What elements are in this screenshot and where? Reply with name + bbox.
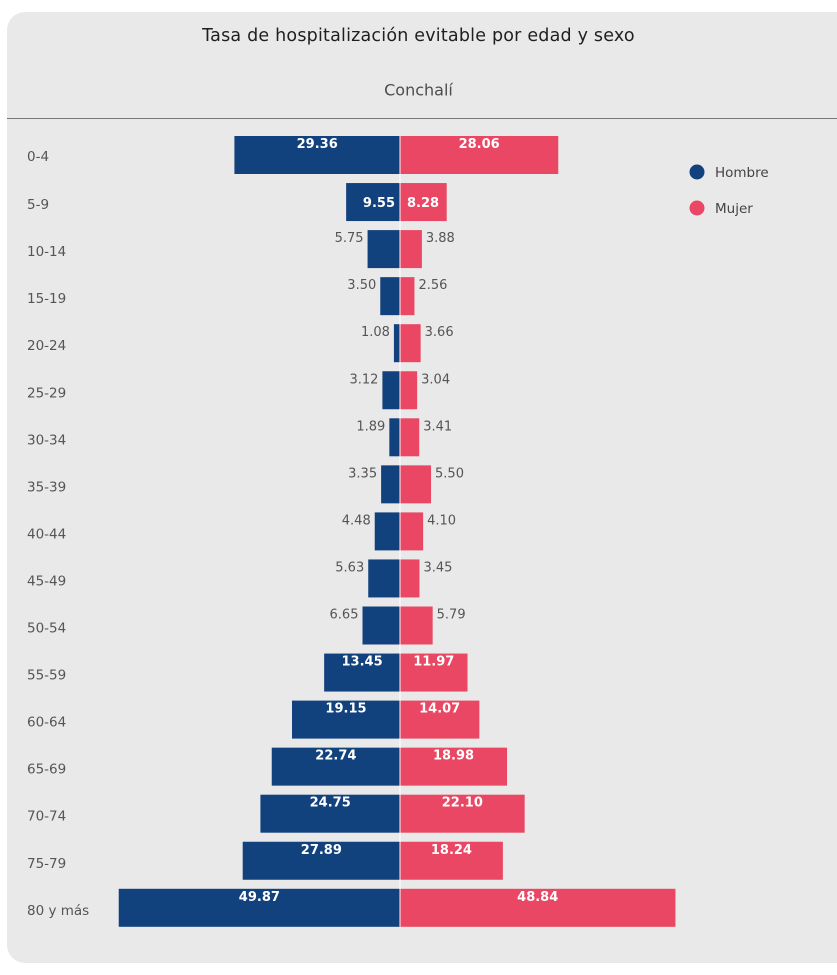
value-label-hombre-30-34: 1.89: [356, 419, 385, 434]
category-label-40-44: 40-44: [27, 526, 66, 542]
value-label-mujer-60-64: 14.07: [419, 702, 460, 717]
bar-hombre-60-64: [291, 700, 400, 739]
category-label-0-4: 0-4: [27, 149, 49, 165]
bar-mujer-30-34: [400, 418, 420, 457]
value-label-hombre-45-49: 5.63: [335, 560, 364, 575]
bar-mujer-40-44: [400, 512, 424, 551]
value-label-hombre-80-y-m-s: 49.87: [239, 890, 280, 905]
value-label-hombre-50-54: 6.65: [330, 608, 359, 623]
value-label-hombre-20-24: 1.08: [361, 325, 390, 340]
labels-layer: 0-4 29.36 28.06 5-9 9.55 8.28 10-14 5.75 3.88 15-…: [27, 137, 558, 919]
bar-hombre-75-79: [242, 841, 400, 880]
category-label-25-29: 25-29: [27, 385, 66, 401]
value-label-mujer-50-54: 5.79: [437, 608, 466, 623]
value-label-mujer-30-34: 3.41: [423, 419, 452, 434]
value-label-mujer-25-29: 3.04: [421, 372, 450, 387]
value-label-mujer-35-39: 5.50: [435, 466, 464, 481]
header-divider: [7, 118, 837, 119]
value-label-mujer-75-79: 18.24: [431, 843, 472, 858]
value-label-hombre-75-79: 27.89: [301, 843, 342, 858]
chart-title: Tasa de hospitalización evitable por eda…: [202, 26, 635, 46]
category-label-60-64: 60-64: [27, 715, 66, 731]
bar-hombre-10-14: [367, 230, 400, 269]
legend-swatch-mujer: [689, 200, 705, 216]
bar-mujer-5-9: [400, 183, 447, 222]
value-label-mujer-70-74: 22.10: [442, 796, 483, 811]
bar-hombre-80-y-m-s: [118, 888, 400, 927]
bar-hombre-35-39: [381, 465, 400, 504]
bar-mujer-10-14: [400, 230, 422, 269]
bar-hombre-55-59: [324, 653, 400, 692]
value-label-mujer-0-4: 28.06: [459, 137, 500, 152]
value-label-mujer-65-69: 18.98: [433, 749, 474, 764]
category-label-70-74: 70-74: [27, 809, 66, 825]
category-label-10-14: 10-14: [27, 244, 66, 260]
value-label-mujer-55-59: 11.97: [413, 655, 454, 670]
bar-mujer-65-69: [400, 747, 508, 786]
category-label-65-69: 65-69: [27, 762, 66, 778]
bar-hombre-65-69: [271, 747, 400, 786]
bar-mujer-25-29: [400, 371, 418, 410]
category-label-30-34: 30-34: [27, 432, 66, 448]
bar-mujer-55-59: [400, 653, 468, 692]
value-label-mujer-5-9: 8.28: [407, 196, 439, 211]
bar-mujer-50-54: [400, 606, 433, 645]
value-label-hombre-35-39: 3.35: [348, 466, 377, 481]
category-label-80-y-m-s: 80 y más: [27, 903, 89, 919]
value-label-hombre-60-64: 19.15: [325, 702, 366, 717]
value-label-hombre-65-69: 22.74: [315, 749, 356, 764]
legend-label-hombre: Hombre: [715, 165, 769, 181]
bar-hombre-5-9: [346, 183, 400, 222]
bar-hombre-40-44: [374, 512, 400, 551]
value-label-mujer-45-49: 3.45: [423, 560, 452, 575]
bar-hombre-30-34: [389, 418, 400, 457]
value-label-mujer-20-24: 3.66: [425, 325, 454, 340]
bar-hombre-15-19: [380, 277, 400, 316]
bar-mujer-15-19: [400, 277, 415, 316]
bar-mujer-70-74: [400, 794, 525, 833]
category-label-55-59: 55-59: [27, 668, 66, 684]
legend-label-mujer: Mujer: [715, 201, 753, 217]
bar-hombre-0-4: [234, 136, 400, 174]
bar-mujer-45-49: [400, 559, 420, 598]
category-label-45-49: 45-49: [27, 573, 66, 589]
value-label-hombre-10-14: 5.75: [335, 231, 364, 246]
bar-mujer-20-24: [400, 324, 421, 363]
value-label-hombre-40-44: 4.48: [342, 513, 371, 528]
bar-mujer-80-y-m-s: [400, 888, 676, 927]
bar-hombre-50-54: [362, 606, 400, 645]
value-label-mujer-40-44: 4.10: [427, 513, 456, 528]
legend-swatch-hombre: [689, 164, 705, 180]
bar-mujer-75-79: [400, 841, 503, 880]
chart-subtitle: Conchalí: [384, 80, 453, 100]
bar-hombre-20-24: [393, 324, 400, 363]
value-label-hombre-55-59: 13.45: [342, 655, 383, 670]
bar-mujer-60-64: [400, 700, 480, 739]
bar-mujer-35-39: [400, 465, 432, 504]
category-label-20-24: 20-24: [27, 338, 66, 354]
category-label-50-54: 50-54: [27, 621, 66, 637]
value-label-hombre-0-4: 29.36: [297, 137, 338, 152]
value-label-mujer-10-14: 3.88: [426, 231, 455, 246]
category-label-5-9: 5-9: [27, 197, 49, 213]
bar-mujer-0-4: [400, 136, 559, 174]
bar-hombre-70-74: [260, 794, 400, 833]
value-label-hombre-15-19: 3.50: [347, 278, 376, 293]
category-label-75-79: 75-79: [27, 856, 66, 872]
category-label-35-39: 35-39: [27, 479, 66, 495]
bar-hombre-45-49: [368, 559, 400, 598]
bar-hombre-25-29: [382, 371, 400, 410]
value-label-hombre-5-9: 9.55: [363, 196, 395, 211]
value-label-mujer-80-y-m-s: 48.84: [517, 890, 558, 905]
category-label-15-19: 15-19: [27, 291, 66, 307]
value-label-hombre-70-74: 24.75: [310, 796, 351, 811]
value-label-hombre-25-29: 3.12: [349, 372, 378, 387]
bars-layer: [118, 136, 676, 927]
value-label-mujer-15-19: 2.56: [418, 278, 447, 293]
legend: Hombre Mujer: [689, 164, 769, 217]
